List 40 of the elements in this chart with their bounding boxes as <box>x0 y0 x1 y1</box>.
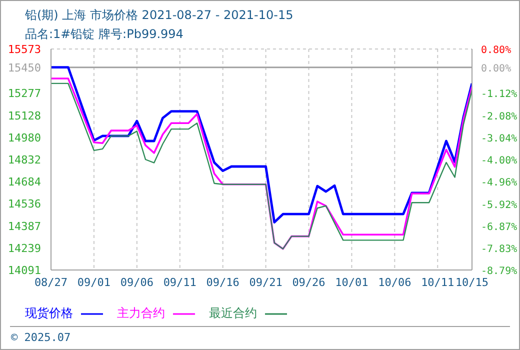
y-tick-label: 14387 <box>8 220 41 233</box>
y-tick-label: 15277 <box>8 87 41 100</box>
y-tick-label: 14980 <box>8 131 41 144</box>
legend-label: 主力合约 <box>117 305 165 322</box>
text: © 2025.07 <box>11 331 71 344</box>
y-tick-label: 14832 <box>8 154 41 166</box>
chart-title: 铅(期) 上海 市场价格 2021-08-27 - 2021-10-15 <box>25 7 294 24</box>
y2-tick-label: 0.00% <box>481 63 512 74</box>
legend-label: 现货价格 <box>25 305 73 322</box>
legend-label: 最近合约 <box>209 305 257 322</box>
y2-tick-label: -5.92% <box>481 200 518 211</box>
y2-tick-label: -7.83% <box>481 244 518 255</box>
x-tick-label: 09/06 <box>120 276 154 289</box>
y-tick-label: 15573 <box>8 43 41 56</box>
y2-tick-label: -3.04% <box>481 133 518 144</box>
y-tick-label: 15128 <box>8 109 41 122</box>
y-tick-label: 14239 <box>8 242 41 255</box>
y-tick-label: 15450 <box>8 61 41 74</box>
y2-tick-label: -1.12% <box>481 89 518 100</box>
y2-tick-label: -8.79% <box>481 266 518 277</box>
x-tick-label: 10/15 <box>455 276 489 289</box>
y2-tick-label: -2.08% <box>481 111 518 122</box>
x-tick-label: 10/11 <box>421 276 454 289</box>
y-tick-label: 14536 <box>8 198 41 211</box>
x-tick-label: 09/21 <box>249 276 282 289</box>
x-tick-label: 10/06 <box>378 276 412 289</box>
y2-tick-label: -4.00% <box>481 156 518 167</box>
y2-tick-label: -6.87% <box>481 222 518 233</box>
y2-tick-label: 0.80% <box>481 45 512 56</box>
line-series <box>51 66 472 224</box>
chart-subtitle: 品名:1#铅锭 牌号:Pb99.994 <box>25 26 184 43</box>
x-tick-label: 09/26 <box>292 276 326 289</box>
y-tick-label: 14684 <box>8 176 42 189</box>
x-tick-label: 09/16 <box>206 276 240 289</box>
x-tick-label: 08/27 <box>34 276 68 289</box>
y-tick-label: 14091 <box>8 264 41 277</box>
x-tick-label: 10/01 <box>335 276 368 289</box>
y2-tick-label: -4.96% <box>481 178 518 189</box>
x-tick-label: 09/11 <box>163 276 196 289</box>
x-tick-label: 09/01 <box>77 276 111 289</box>
